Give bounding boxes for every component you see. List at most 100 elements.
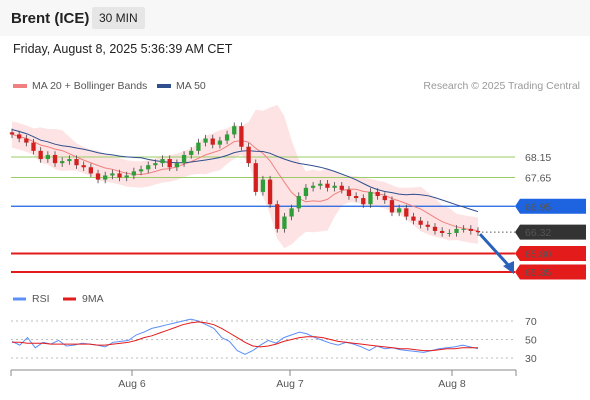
candle-body	[440, 230, 445, 233]
candle-body	[404, 208, 409, 217]
candle-body	[81, 165, 86, 168]
candle-body	[24, 138, 29, 143]
candle-body	[67, 159, 72, 162]
candle-body	[454, 228, 459, 233]
price-label-tag-support	[515, 246, 586, 262]
candle-body	[31, 142, 36, 151]
candle-body	[224, 134, 230, 141]
header-bar: Brent (ICE) 30 MIN	[0, 0, 590, 36]
x-tick-label: Aug 6	[118, 378, 146, 390]
candle-body	[310, 185, 316, 188]
candle-body	[267, 179, 273, 205]
candle-body	[368, 191, 373, 205]
bollinger-band-area	[12, 105, 478, 249]
candle-body	[396, 208, 402, 213]
candle-body	[432, 226, 438, 231]
price-label-resistance: 68.15	[525, 152, 551, 164]
candle-body	[296, 196, 301, 209]
ma50-line	[11, 129, 479, 213]
candle-body	[353, 196, 359, 199]
candle-body	[124, 175, 129, 178]
candle-body	[332, 185, 337, 188]
rsi-legend-label: RSI	[32, 293, 50, 305]
price-label-support: 65.35	[525, 267, 551, 279]
candle-body	[375, 191, 380, 197]
ma20-line	[11, 133, 479, 232]
candle-body	[160, 159, 165, 164]
candle-body	[289, 208, 294, 217]
candle-body	[461, 228, 466, 230]
price-label-last_price: 66.32	[525, 227, 551, 239]
rsi-tick-label: 30	[525, 353, 537, 365]
ma9-legend-label: 9MA	[82, 293, 104, 305]
candle-body	[174, 163, 180, 168]
candle-body	[52, 154, 58, 164]
candle-body	[468, 228, 473, 231]
candle-body	[318, 183, 323, 186]
candle-body	[382, 196, 387, 201]
rsi-tick-label: 50	[525, 335, 537, 347]
price-label-tag-pivot	[515, 198, 586, 214]
candle-body	[217, 140, 223, 145]
candle-body	[282, 216, 287, 229]
rsi-ma9-line	[12, 321, 478, 352]
candle-body	[239, 126, 244, 147]
candle-body	[389, 200, 395, 213]
candle-body	[339, 185, 344, 190]
projection-arrow-head	[503, 261, 514, 274]
candle-body	[275, 204, 280, 229]
timeframe-badge[interactable]: 30 MIN	[92, 7, 145, 29]
candle-body	[246, 146, 251, 164]
price-label-pivot: 66.95	[525, 201, 551, 213]
legend-ma50: MA 50	[157, 80, 206, 92]
candle-body	[88, 167, 94, 174]
ma50-legend-label: MA 50	[176, 80, 206, 92]
candle-body	[117, 173, 122, 178]
candle-body	[325, 183, 330, 188]
price-label-resistance: 67.65	[525, 173, 551, 185]
candle-body	[361, 198, 366, 205]
candle-body	[110, 173, 115, 176]
candle-body	[153, 163, 158, 166]
price-label-support: 65.80	[525, 249, 551, 261]
candle-body	[38, 150, 43, 160]
candle-body	[95, 173, 101, 180]
candle-body	[346, 189, 352, 197]
candle-body	[203, 138, 208, 143]
x-tick-label: Aug 7	[276, 378, 304, 390]
candle-body	[9, 132, 15, 135]
x-tick-label: Aug 8	[438, 378, 466, 390]
candle-body	[418, 220, 423, 225]
candle-body	[74, 159, 79, 166]
candle-body	[17, 134, 22, 139]
candle-body	[260, 179, 266, 192]
candle-body	[167, 159, 172, 168]
candle-body	[181, 154, 187, 164]
candle-body	[189, 150, 194, 155]
candle-body	[60, 161, 65, 164]
candle-body	[103, 175, 108, 180]
chart-datetime: Friday, August 8, 2025 5:36:39 AM CET	[13, 42, 233, 56]
candle-body	[303, 187, 309, 197]
instrument-title: Brent (ICE)	[11, 10, 90, 27]
ma20-swatch	[13, 84, 27, 89]
copyright-text: Research © 2025 Trading Central	[423, 80, 580, 92]
candle-body	[253, 163, 258, 192]
candle-body	[210, 138, 215, 145]
projection-arrow-shaft	[478, 233, 512, 269]
candle-body	[196, 142, 201, 151]
candle-body	[447, 232, 452, 234]
candle-body	[411, 216, 416, 221]
ma50-swatch	[157, 84, 171, 89]
candle-body	[45, 154, 50, 160]
candle-body	[425, 224, 430, 227]
candle-body	[232, 126, 237, 135]
price-label-tag-last_price	[515, 224, 586, 240]
candle-body	[475, 230, 481, 233]
ma20-legend-label: MA 20 + Bollinger Bands	[32, 80, 148, 92]
candle-body	[131, 171, 137, 176]
price-label-tag-support	[515, 264, 586, 280]
candle-body	[138, 169, 144, 172]
